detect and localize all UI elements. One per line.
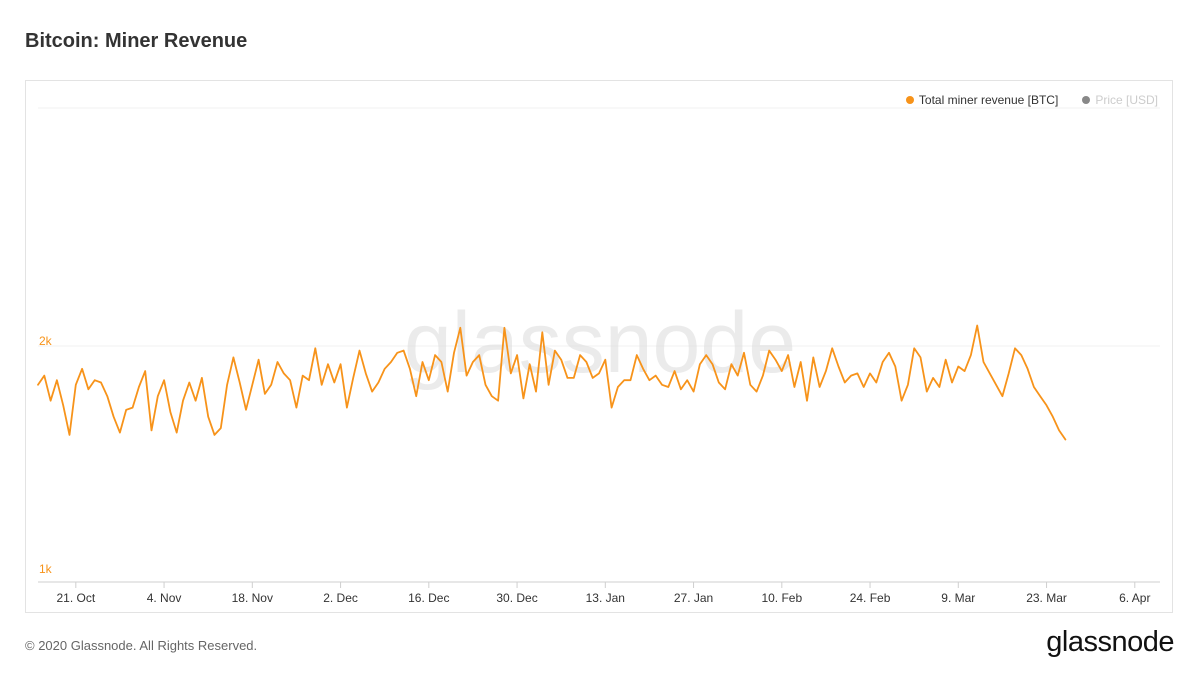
footer-logo: glassnode [1046, 626, 1174, 658]
x-tick-label: 21. Oct [56, 591, 95, 605]
y-tick-label: 2k [39, 334, 53, 348]
chart-legend: Total miner revenue [BTC] Price [USD] [905, 93, 1158, 107]
watermark: glassnode [404, 295, 796, 391]
legend-dot-gray-icon [1082, 96, 1091, 104]
x-tick-label: 18. Nov [232, 591, 273, 605]
x-tick-label: 2. Dec [323, 591, 358, 605]
legend-dot-orange-icon [905, 96, 914, 104]
legend-item-miner-revenue[interactable]: Total miner revenue [BTC] [905, 93, 1059, 107]
legend-item-price[interactable]: Price [USD] [1082, 93, 1158, 107]
x-tick-label: 30. Dec [496, 591, 537, 605]
x-tick-label: 10. Feb [761, 591, 802, 605]
x-tick-label: 27. Jan [674, 591, 713, 605]
x-tick-label: 6. Apr [1119, 591, 1150, 605]
chart-panel: Total miner revenue [BTC] Price [USD] [25, 80, 1173, 613]
legend-label: Total miner revenue [BTC] [918, 93, 1059, 107]
axis-layer: 1k 2k 21. Oct 4. Nov 18. Nov 2. Dec 16. Dec 30.… [38, 334, 1160, 605]
x-tick-label: 4. Nov [147, 591, 182, 605]
x-tick-label: 13. Jan [586, 591, 625, 605]
series-line-0 [37, 324, 1067, 441]
footer-copyright: © 2020 Glassnode. All Rights Reserved. [25, 638, 258, 653]
legend-label: Price [USD] [1095, 93, 1158, 107]
x-tick-label: 24. Feb [850, 591, 891, 605]
series-layer [37, 324, 1067, 441]
page-title: Bitcoin: Miner Revenue [25, 30, 248, 52]
x-tick-label: 9. Mar [941, 591, 975, 605]
y-tick-label: 1k [39, 562, 53, 576]
x-tick-label: 23. Mar [1026, 591, 1067, 605]
x-tick-label: 16. Dec [408, 591, 449, 605]
